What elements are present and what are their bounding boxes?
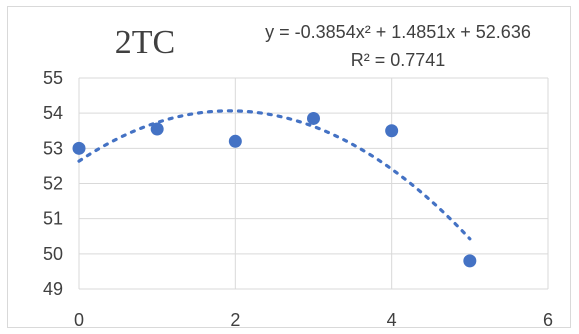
r-squared-label: R² = 0.7741 xyxy=(351,50,446,70)
y-tick-label: 55 xyxy=(43,68,63,88)
data-point xyxy=(385,124,399,138)
y-tick-label: 52 xyxy=(43,174,63,194)
data-point xyxy=(463,254,477,268)
gridlines xyxy=(79,77,549,290)
data-point xyxy=(72,141,86,155)
x-tick-label: 4 xyxy=(387,310,397,330)
data-point xyxy=(150,122,164,136)
trendline-equation: y = -0.3854x² + 1.4851x + 52.636 xyxy=(265,22,531,42)
y-tick-label: 53 xyxy=(43,138,63,158)
chart-title: 2TC xyxy=(115,24,175,61)
x-tick-label: 0 xyxy=(74,310,84,330)
x-tick-label: 2 xyxy=(230,310,240,330)
y-tick-label: 50 xyxy=(43,244,63,264)
data-point xyxy=(228,134,242,148)
y-tick-label: 51 xyxy=(43,209,63,229)
trendline-layer xyxy=(77,109,472,241)
chart-frame xyxy=(7,6,571,328)
data-points xyxy=(72,111,477,268)
data-point xyxy=(307,111,320,125)
x-tick-label: 6 xyxy=(543,310,553,330)
trendline xyxy=(77,109,472,241)
y-tick-label: 54 xyxy=(43,103,63,123)
tick-labels: 49 50 51 52 53 54 55 0 2 4 6 xyxy=(43,68,553,330)
y-tick-label: 49 xyxy=(43,279,63,299)
